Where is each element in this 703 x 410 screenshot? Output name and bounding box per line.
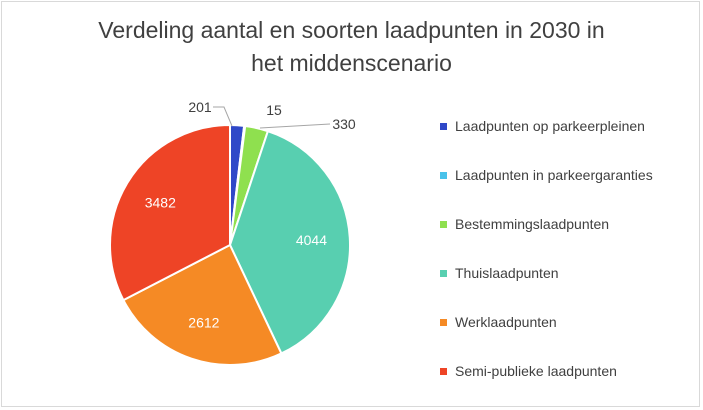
chart-title-line-1: Verdeling aantal en soorten laadpunten i… (98, 17, 605, 43)
pie-slice-4 (228, 129, 351, 355)
pie-slice-6 (109, 123, 231, 302)
leader-line-1 (213, 106, 233, 127)
legend-label-5: Werklaadpunten (455, 314, 557, 330)
legend-swatch-4 (440, 269, 447, 277)
data-label-4: 4044 (296, 232, 327, 248)
data-label-2: 15 (266, 102, 282, 118)
chart-title-line-2: het middenscenario (251, 50, 452, 76)
legend-label-1: Laadpunten op parkeerpleinen (455, 118, 645, 134)
legend-item-1: Laadpunten op parkeerpleinen (440, 116, 645, 136)
data-label-6: 3482 (145, 195, 176, 211)
legend-item-2: Laadpunten in parkeergaranties (440, 165, 653, 185)
data-label-3: 330 (332, 116, 356, 132)
legend-swatch-2 (440, 171, 447, 179)
pie-slice-5 (122, 243, 283, 366)
leader-line-3 (259, 123, 331, 129)
legend-swatch-6 (440, 367, 447, 375)
legend-item-6: Semi-publieke laadpunten (440, 361, 617, 381)
legend-label-4: Thuislaadpunten (455, 265, 559, 281)
legend-label-3: Bestemmingslaadpunten (455, 216, 610, 232)
legend-swatch-3 (440, 220, 447, 228)
legend-swatch-1 (440, 122, 447, 130)
legend-swatch-5 (440, 318, 447, 326)
legend-label-6: Semi-publieke laadpunten (455, 363, 617, 379)
legend-item-3: Bestemmingslaadpunten (440, 214, 609, 234)
data-label-5: 2612 (188, 314, 219, 330)
legend-label-2: Laadpunten in parkeergaranties (455, 167, 653, 183)
data-label-1: 201 (188, 99, 212, 115)
legend-item-5: Werklaadpunten (440, 312, 557, 332)
chart-title: Verdeling aantal en soorten laadpunten i… (0, 14, 703, 80)
legend-item-4: Thuislaadpunten (440, 263, 559, 283)
